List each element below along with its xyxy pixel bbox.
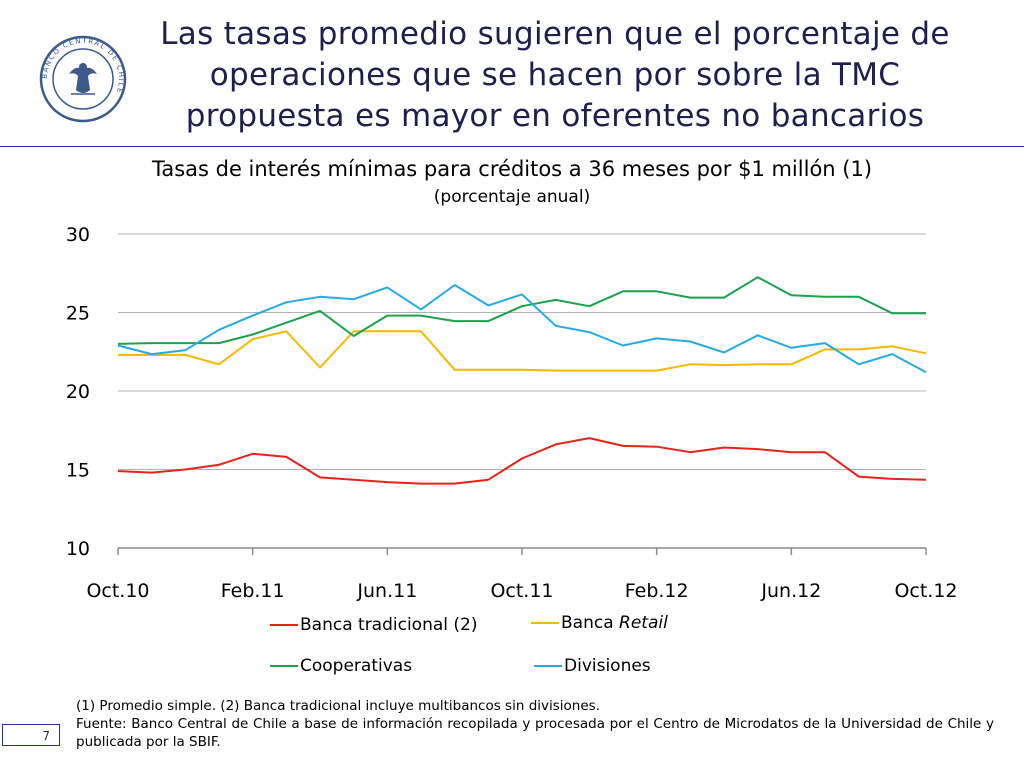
- page-number: 7: [2, 724, 60, 746]
- y-tick-label: 10: [66, 538, 90, 560]
- y-tick-label: 30: [66, 224, 90, 246]
- title-divider: [0, 146, 1024, 147]
- legend-label-banca-retail: Banca: [561, 613, 620, 633]
- x-tick-label: Feb.12: [625, 580, 689, 602]
- x-tick-label: Jun.11: [356, 580, 417, 602]
- x-tick-label: Oct.11: [490, 580, 553, 602]
- x-axis: Oct.10 Feb.11 Jun.11 Oct.11 Feb.12 Jun.12 Oct.…: [86, 547, 958, 602]
- chart-title: Tasas de interés mínimas para créditos a…: [151, 157, 873, 181]
- chart-gridlines: [118, 233, 926, 470]
- x-tick-label: Oct.10: [86, 580, 149, 602]
- legend-swatch-banca-tradicional: [270, 624, 298, 626]
- legend-label-retail-italic: Retail: [619, 613, 668, 633]
- line-chart: 10 15 20 25 30 Oct.10 Feb.11 Jun.11 Oct.11 Feb.1…: [66, 224, 958, 602]
- banco-central-seal-logo: BANCO CENTRAL DE CHILE: [39, 35, 127, 123]
- slide-title: Las tasas promedio sugieren que el porce…: [160, 16, 950, 134]
- x-tick-label: Jun.12: [760, 580, 821, 602]
- legend-label-banca-tradicional: Banca tradicional (2): [300, 615, 478, 635]
- footnotes: (1) Promedio simple. (2) Banca tradicion…: [76, 697, 994, 751]
- y-tick-label: 25: [66, 303, 90, 325]
- legend-label-cooperativas: Cooperativas: [300, 656, 413, 676]
- footnote-source: Fuente: Banco Central de Chile a base de…: [76, 716, 994, 750]
- footnote-note: (1) Promedio simple. (2) Banca tradicion…: [76, 698, 600, 714]
- legend-item-cooperativas: Cooperativas: [270, 655, 412, 677]
- x-tick-label: Oct.12: [894, 580, 957, 602]
- legend-swatch-banca-retail: [531, 622, 559, 624]
- series-divisiones: [117, 284, 927, 374]
- y-tick-label: 15: [66, 460, 90, 482]
- y-tick-label: 20: [66, 381, 90, 403]
- legend-swatch-cooperativas: [270, 665, 298, 667]
- legend-item-banca-tradicional: Banca tradicional (2): [270, 614, 477, 636]
- x-tick-label: Feb.11: [221, 580, 285, 602]
- legend-swatch-divisiones: [534, 665, 562, 667]
- y-axis: 10 15 20 25 30: [66, 224, 90, 560]
- chart-series: [117, 276, 927, 485]
- series-banca-tradicional: [117, 437, 927, 485]
- series-banca-retail: [118, 330, 927, 372]
- legend-item-divisiones: Divisiones: [534, 655, 651, 677]
- legend-item-banca-retail: Banca Retail: [531, 612, 668, 634]
- legend-label-divisiones: Divisiones: [564, 656, 651, 676]
- series-cooperativas: [117, 276, 926, 345]
- chart-subtitle: (porcentaje anual): [433, 187, 591, 207]
